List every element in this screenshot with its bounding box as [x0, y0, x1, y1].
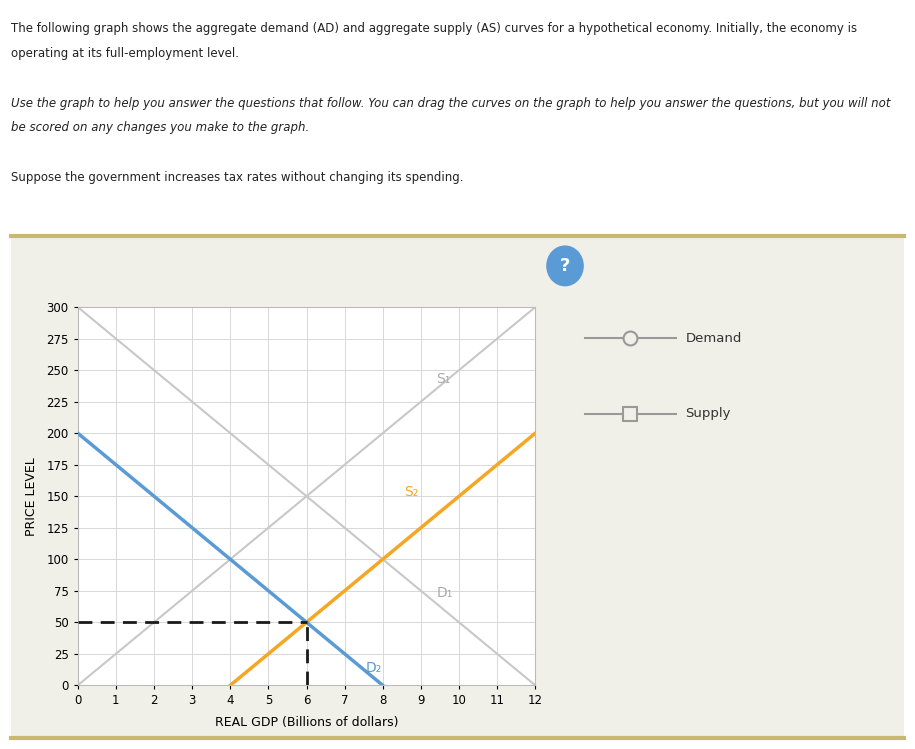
Text: operating at its full-employment level.: operating at its full-employment level.: [11, 47, 239, 60]
Text: The following graph shows the aggregate demand (AD) and aggregate supply (AS) cu: The following graph shows the aggregate …: [11, 22, 857, 35]
Text: Supply: Supply: [685, 407, 731, 420]
Y-axis label: PRICE LEVEL: PRICE LEVEL: [25, 457, 38, 536]
Text: ?: ?: [560, 257, 570, 275]
Text: D₁: D₁: [436, 586, 453, 600]
X-axis label: REAL GDP (Billions of dollars): REAL GDP (Billions of dollars): [215, 716, 398, 729]
Text: be scored on any changes you make to the graph.: be scored on any changes you make to the…: [11, 121, 309, 134]
Circle shape: [547, 246, 583, 285]
Text: Demand: Demand: [685, 332, 742, 345]
Text: S₁: S₁: [436, 372, 450, 386]
Text: Use the graph to help you answer the questions that follow. You can drag the cur: Use the graph to help you answer the que…: [11, 97, 890, 109]
Text: Suppose the government increases tax rates without changing its spending.: Suppose the government increases tax rat…: [11, 171, 464, 184]
Text: D₂: D₂: [366, 661, 382, 675]
Text: S₂: S₂: [404, 485, 418, 500]
